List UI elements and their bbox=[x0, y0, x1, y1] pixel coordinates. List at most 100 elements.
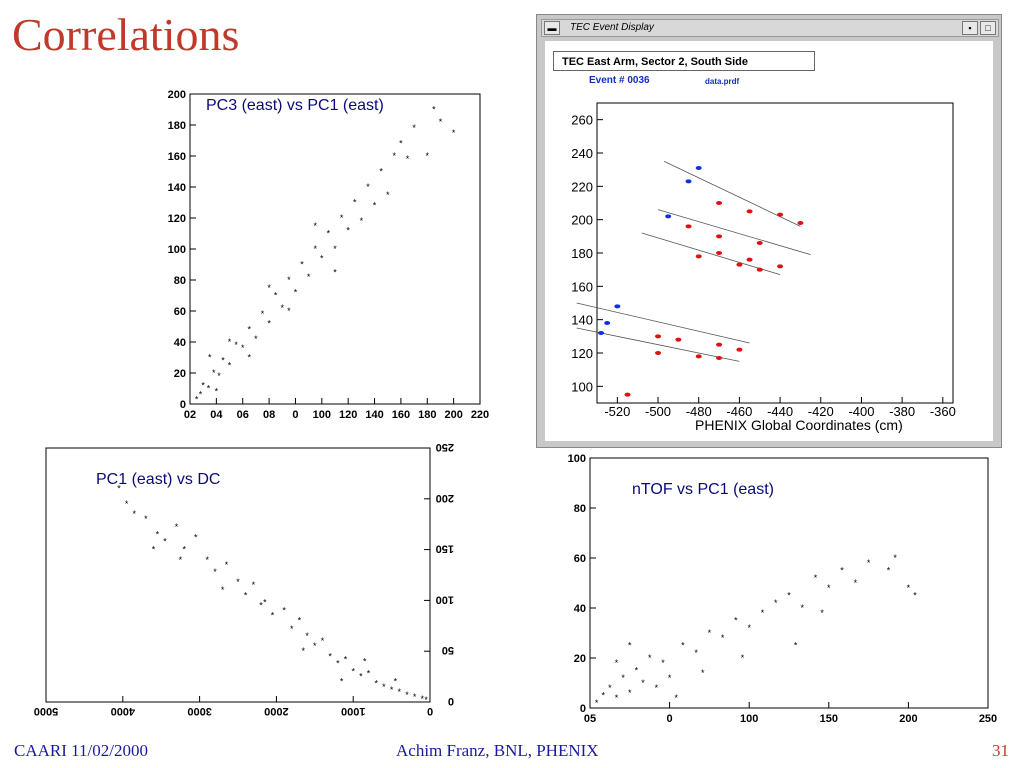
y-tick-label: 120 bbox=[168, 213, 186, 225]
data-point: * bbox=[261, 309, 265, 319]
y-tick-label: 0 bbox=[180, 399, 186, 411]
y-tick-label: 160 bbox=[168, 151, 186, 163]
tec-hit bbox=[756, 267, 763, 272]
x-tick-label: 05 bbox=[584, 713, 596, 725]
tec-hit bbox=[746, 209, 753, 214]
y-tick-label: 180 bbox=[168, 120, 186, 132]
tec-hit bbox=[716, 201, 723, 205]
slide-title: Correlations bbox=[12, 9, 240, 60]
data-point: * bbox=[363, 656, 367, 666]
data-point: * bbox=[655, 683, 659, 693]
y-tick-label: 220 bbox=[571, 179, 593, 194]
y-tick-label: 50 bbox=[442, 644, 454, 656]
data-point: * bbox=[340, 677, 344, 687]
tec-hit bbox=[797, 221, 804, 225]
x-tick-label: 4000 bbox=[111, 705, 135, 717]
x-tick-label: 120 bbox=[339, 409, 357, 421]
tec-hit bbox=[665, 214, 672, 219]
data-point: * bbox=[913, 591, 917, 601]
tec-hit bbox=[655, 334, 662, 339]
data-point: * bbox=[228, 337, 232, 347]
data-point: * bbox=[313, 244, 317, 254]
tec-plot-frame bbox=[596, 102, 954, 404]
data-point: * bbox=[287, 275, 291, 285]
plot-frame bbox=[45, 447, 431, 703]
data-point: * bbox=[424, 695, 428, 705]
y-tick-label: 80 bbox=[174, 275, 186, 287]
data-point: * bbox=[367, 669, 371, 679]
data-point: * bbox=[327, 229, 331, 239]
tec-hit bbox=[777, 212, 784, 217]
data-point: * bbox=[360, 216, 364, 226]
data-point: * bbox=[820, 608, 824, 618]
data-point: * bbox=[615, 693, 619, 703]
data-point: * bbox=[333, 244, 337, 254]
data-point: * bbox=[221, 585, 225, 595]
x-tick-label: 100 bbox=[313, 409, 331, 421]
tec-hit bbox=[716, 234, 723, 239]
data-point: * bbox=[366, 182, 370, 192]
data-point: * bbox=[305, 631, 309, 641]
data-point: * bbox=[290, 624, 294, 634]
data-point: * bbox=[413, 692, 417, 702]
data-point: * bbox=[221, 356, 225, 366]
data-point: * bbox=[393, 151, 397, 161]
data-point: * bbox=[761, 608, 765, 618]
window-title-bar[interactable]: ▬ TEC Event Display ▪ □ bbox=[541, 19, 999, 37]
data-point: * bbox=[344, 654, 348, 664]
x-tick-label: -420 bbox=[808, 404, 834, 419]
x-tick-label: 180 bbox=[418, 409, 436, 421]
data-point: * bbox=[608, 683, 612, 693]
data-point: * bbox=[359, 672, 363, 682]
plot-frame bbox=[589, 457, 989, 709]
x-tick-label: 02 bbox=[184, 409, 196, 421]
data-point: * bbox=[390, 685, 394, 695]
y-tick-label: 200 bbox=[168, 89, 186, 101]
y-tick-label: 240 bbox=[571, 146, 593, 161]
y-tick-label: 200 bbox=[571, 213, 593, 228]
data-point: * bbox=[248, 325, 252, 335]
y-tick-label: 140 bbox=[571, 313, 593, 328]
tec-event-display-window[interactable]: ▬ TEC Event Display ▪ □ TEC East Arm, Se… bbox=[536, 14, 1002, 448]
y-tick-label: 180 bbox=[571, 246, 593, 261]
tec-xlabel: PHENIX Global Coordinates (cm) bbox=[695, 417, 903, 433]
data-point: * bbox=[248, 353, 252, 363]
data-point: * bbox=[236, 577, 240, 587]
x-tick-label: 150 bbox=[820, 713, 838, 725]
tec-hit bbox=[685, 179, 692, 184]
y-tick-label: 160 bbox=[571, 279, 593, 294]
tec-hit bbox=[695, 254, 702, 259]
y-tick-label: 100 bbox=[168, 244, 186, 256]
data-point: * bbox=[794, 641, 798, 651]
plot-ntof-vs-pc1: 05 0 100 150 200 250020406080100*************… bbox=[568, 453, 998, 725]
window-menu-button[interactable]: ▬ bbox=[544, 21, 560, 35]
data-point: * bbox=[615, 658, 619, 668]
footer-conference: CAARI 11/02/2000 bbox=[14, 741, 148, 760]
data-point: * bbox=[267, 318, 271, 328]
data-point: * bbox=[287, 306, 291, 316]
x-tick-label: 250 bbox=[979, 713, 997, 725]
x-tick-label: 220 bbox=[471, 409, 489, 421]
data-point: * bbox=[320, 253, 324, 263]
data-point: * bbox=[854, 578, 858, 588]
data-point: * bbox=[336, 658, 340, 668]
maximize-button[interactable]: □ bbox=[980, 21, 996, 35]
data-point: * bbox=[907, 583, 911, 593]
footer-author: Achim Franz, BNL, PHENIX bbox=[396, 741, 599, 760]
tec-hit bbox=[777, 264, 784, 269]
track-line bbox=[576, 302, 750, 344]
data-point: * bbox=[814, 573, 818, 583]
plot-title: PC1 (east) vs DC bbox=[96, 471, 220, 488]
x-tick-label: 200 bbox=[899, 713, 917, 725]
data-point: * bbox=[668, 673, 672, 683]
data-point: * bbox=[840, 566, 844, 576]
data-point: * bbox=[302, 646, 306, 656]
data-point: * bbox=[412, 123, 416, 133]
y-tick-label: 80 bbox=[574, 503, 586, 515]
x-tick-label: -400 bbox=[848, 404, 874, 419]
footer-page-number: 31 bbox=[992, 741, 1009, 760]
data-point: * bbox=[234, 340, 238, 350]
data-point: * bbox=[294, 287, 298, 297]
minimize-button[interactable]: ▪ bbox=[962, 21, 978, 35]
data-point: * bbox=[648, 653, 652, 663]
